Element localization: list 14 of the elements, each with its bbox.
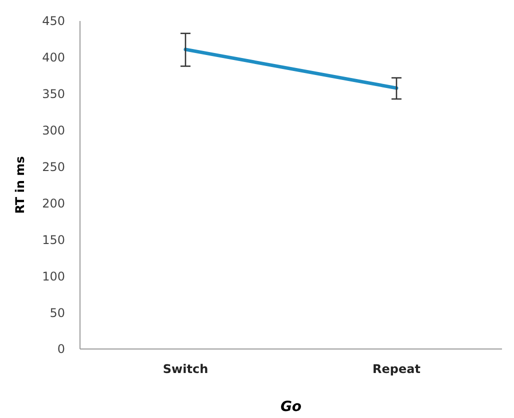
- y-tick-label: 0: [57, 342, 65, 356]
- y-tick-label: 200: [42, 196, 65, 210]
- x-tick-label: Repeat: [372, 362, 421, 376]
- y-axis-title: RT in ms: [13, 156, 27, 214]
- x-axis-title: Go: [280, 399, 302, 415]
- y-tick-label: 450: [42, 14, 65, 28]
- y-tick-label: 300: [42, 124, 65, 138]
- y-tick-label: 100: [42, 269, 65, 284]
- y-tick-label: 250: [42, 160, 65, 174]
- y-tick-label: 50: [50, 306, 65, 320]
- y-tick-label: 150: [42, 232, 65, 247]
- y-tick-label: 350: [42, 87, 65, 102]
- y-tick-label: 400: [42, 50, 65, 65]
- x-tick-label: Switch: [162, 362, 208, 376]
